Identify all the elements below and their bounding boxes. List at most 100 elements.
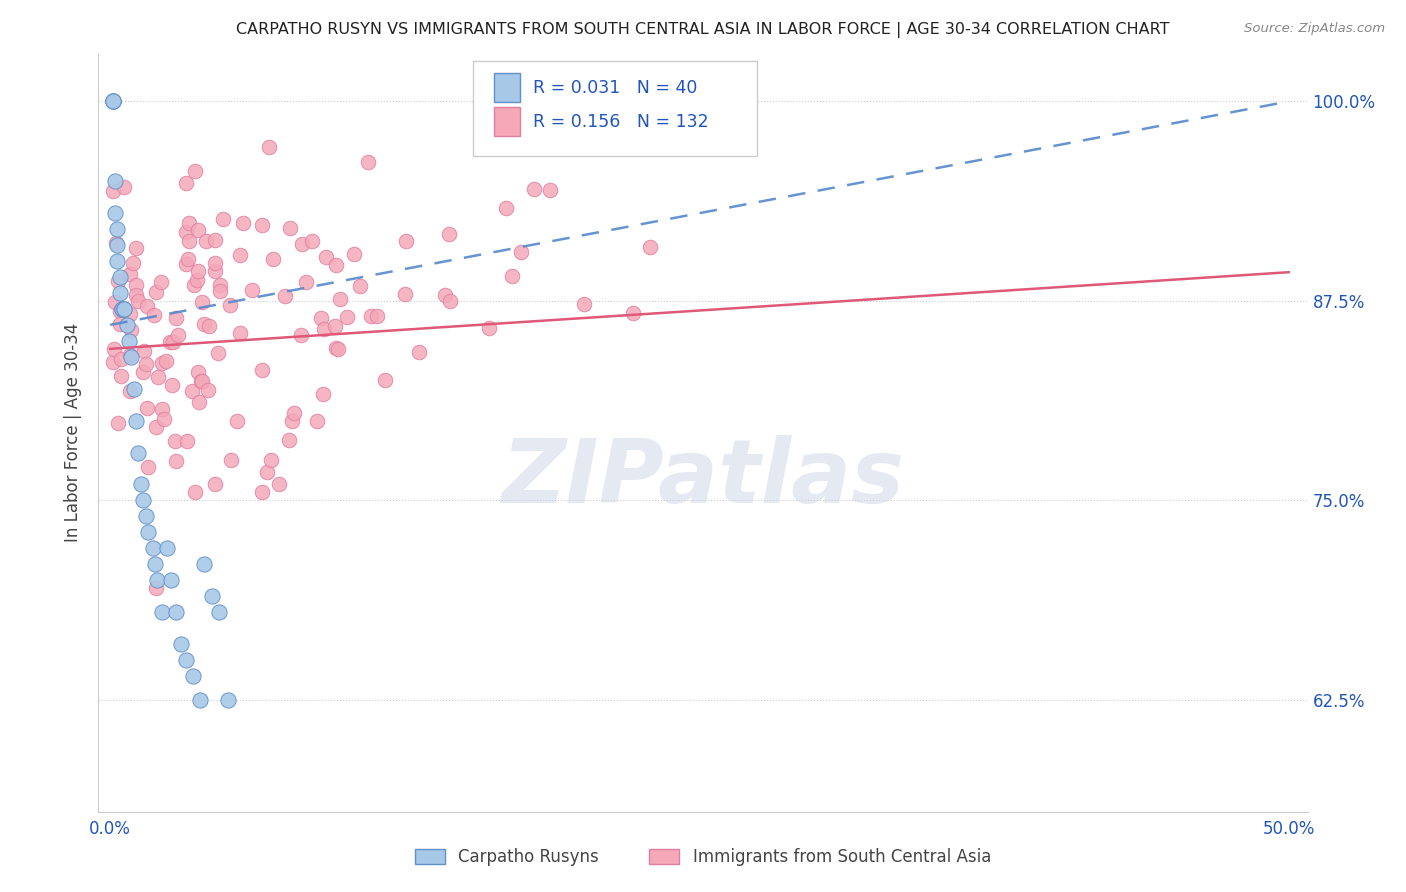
- Point: [101, 95, 124, 109]
- Point: [312, 386, 335, 401]
- Point: [115, 318, 138, 332]
- Text: R = 0.156   N = 132: R = 0.156 N = 132: [533, 112, 709, 131]
- Point: [143, 558, 166, 572]
- Point: [111, 301, 134, 316]
- Point: [211, 211, 233, 226]
- Point: [142, 541, 165, 556]
- Point: [104, 206, 127, 220]
- Point: [163, 434, 186, 448]
- Point: [439, 293, 461, 308]
- Point: [325, 341, 347, 355]
- Point: [366, 310, 388, 324]
- Point: [408, 345, 430, 359]
- Point: [160, 378, 183, 392]
- Point: [190, 374, 212, 388]
- Point: [181, 669, 204, 683]
- Point: [120, 323, 142, 337]
- Point: [232, 216, 254, 230]
- Point: [638, 240, 661, 254]
- Point: [495, 201, 517, 215]
- Point: [278, 220, 301, 235]
- Point: [149, 275, 172, 289]
- Point: [125, 241, 148, 255]
- Point: [108, 304, 131, 318]
- Point: [110, 369, 132, 384]
- Point: [136, 525, 159, 540]
- Point: [127, 294, 149, 309]
- Point: [184, 164, 207, 178]
- Point: [328, 342, 350, 356]
- Bar: [494, 73, 520, 102]
- Point: [136, 401, 159, 415]
- Point: [434, 288, 457, 302]
- Point: [107, 274, 129, 288]
- Point: [159, 334, 181, 349]
- Point: [108, 285, 131, 300]
- Point: [329, 292, 352, 306]
- Point: [165, 454, 187, 468]
- Point: [152, 356, 174, 370]
- Point: [217, 693, 239, 707]
- Point: [105, 235, 128, 250]
- Point: [122, 382, 145, 396]
- Point: [101, 355, 124, 369]
- Point: [135, 509, 157, 524]
- Point: [180, 384, 202, 399]
- Text: CARPATHO RUSYN VS IMMIGRANTS FROM SOUTH CENTRAL ASIA IN LABOR FORCE | AGE 30-34 : CARPATHO RUSYN VS IMMIGRANTS FROM SOUTH …: [236, 22, 1170, 38]
- Point: [538, 183, 561, 197]
- Point: [146, 574, 169, 588]
- Point: [439, 227, 461, 241]
- Point: [501, 269, 523, 284]
- Point: [208, 277, 231, 292]
- Point: [343, 247, 366, 261]
- Point: [394, 286, 416, 301]
- Bar: [494, 107, 520, 136]
- Text: Source: ZipAtlas.com: Source: ZipAtlas.com: [1244, 22, 1385, 36]
- Point: [176, 434, 198, 448]
- Point: [135, 357, 157, 371]
- Text: R = 0.031   N = 40: R = 0.031 N = 40: [533, 78, 697, 96]
- Point: [174, 177, 197, 191]
- Point: [152, 412, 174, 426]
- Point: [152, 402, 174, 417]
- Point: [148, 370, 170, 384]
- Y-axis label: In Labor Force | Age 30-34: In Labor Force | Age 30-34: [65, 323, 83, 542]
- Point: [197, 384, 219, 398]
- Point: [209, 284, 232, 298]
- FancyBboxPatch shape: [474, 62, 758, 156]
- Point: [188, 693, 211, 707]
- Point: [226, 414, 249, 428]
- Point: [257, 140, 280, 154]
- Point: [112, 301, 135, 316]
- Point: [290, 327, 312, 342]
- Point: [291, 237, 314, 252]
- Point: [193, 558, 215, 572]
- Point: [478, 320, 501, 334]
- Point: [165, 311, 187, 326]
- Point: [101, 184, 124, 198]
- Point: [112, 180, 135, 194]
- Point: [103, 342, 125, 356]
- Text: ZIPatlas: ZIPatlas: [502, 434, 904, 522]
- Point: [105, 222, 128, 236]
- Point: [167, 327, 190, 342]
- Point: [105, 254, 128, 268]
- Point: [101, 95, 124, 109]
- Point: [170, 637, 193, 651]
- Point: [132, 493, 155, 508]
- Point: [204, 233, 226, 247]
- Point: [155, 354, 177, 368]
- Point: [523, 182, 546, 196]
- Point: [129, 477, 152, 491]
- Point: [188, 394, 211, 409]
- Point: [162, 335, 184, 350]
- Point: [160, 574, 183, 588]
- Point: [193, 317, 215, 331]
- Point: [219, 453, 242, 467]
- Point: [349, 279, 371, 293]
- Point: [186, 222, 208, 236]
- Point: [177, 252, 200, 266]
- Point: [136, 299, 159, 313]
- Point: [120, 267, 142, 281]
- Point: [336, 310, 359, 324]
